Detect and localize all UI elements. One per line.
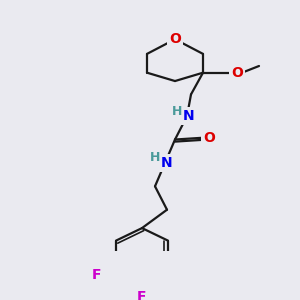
Text: F: F: [137, 290, 147, 300]
Text: O: O: [169, 32, 181, 46]
Text: N: N: [161, 156, 173, 170]
Text: O: O: [231, 66, 243, 80]
Text: O: O: [203, 131, 215, 145]
Text: F: F: [92, 268, 102, 282]
Text: H: H: [172, 105, 182, 118]
Text: H: H: [150, 152, 160, 164]
Text: N: N: [183, 109, 195, 123]
